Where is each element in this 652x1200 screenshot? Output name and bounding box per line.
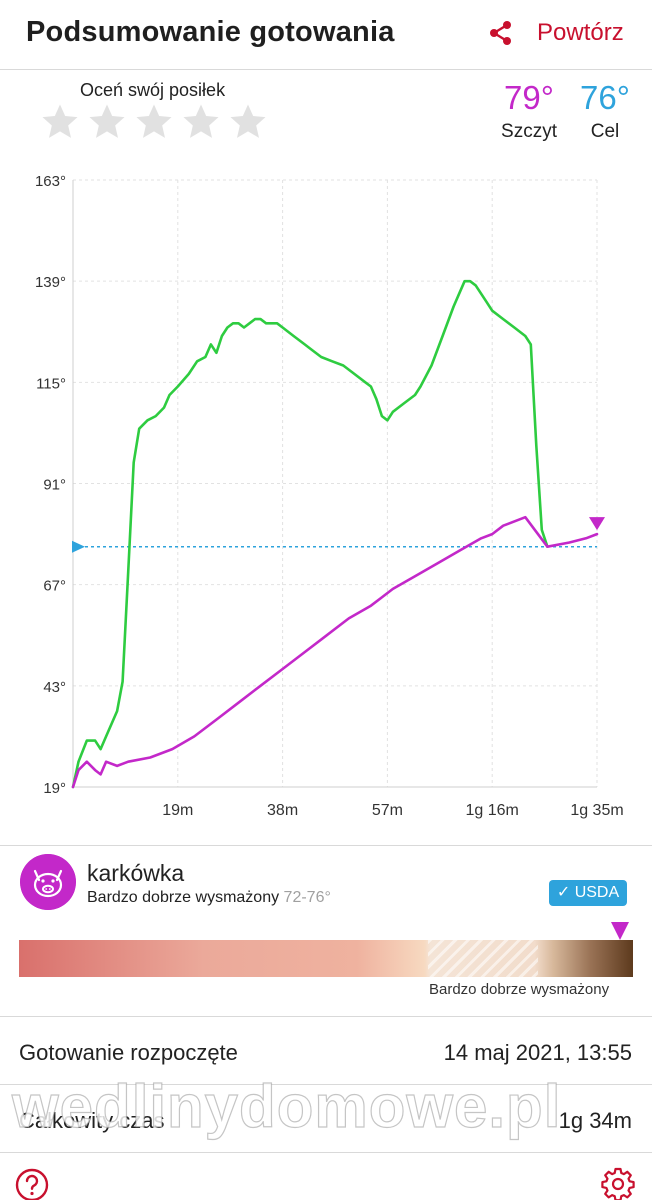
doneness-level: Bardzo dobrze wysmażony 72-76° xyxy=(87,889,331,907)
rating-label: Oceń swój posiłek xyxy=(80,80,226,100)
section-divider xyxy=(0,845,652,846)
peak-temp-value: 79° xyxy=(504,79,554,116)
star-icon-4[interactable] xyxy=(181,102,221,142)
internal-temperature-line xyxy=(71,515,599,789)
started-value: 14 maj 2021, 13:55 xyxy=(443,1040,632,1065)
doneness-bar-caption: Bardzo dobrze wysmażony xyxy=(429,981,610,998)
star-icon-3[interactable] xyxy=(134,102,174,142)
temperature-chart[interactable]: 163° 139° 115° 91° 67° 43° 19° 19m 38m 57m 1g 16m 1… xyxy=(0,160,652,840)
target-temp-block: 76° Cel xyxy=(574,78,636,143)
x-tick-label: 1g 35m xyxy=(570,802,623,819)
section-divider xyxy=(0,1016,652,1017)
target-temp-value: 76° xyxy=(580,79,630,116)
doneness-range: 72-76° xyxy=(283,889,331,906)
x-tick-label: 1g 16m xyxy=(466,802,519,819)
star-icon-1[interactable] xyxy=(40,102,80,142)
x-tick-label: 38m xyxy=(267,802,298,819)
total-time-value: 1g 34m xyxy=(558,1108,632,1133)
target-marker-icon xyxy=(72,540,85,553)
doneness-bar xyxy=(19,940,633,977)
y-tick-label: 67° xyxy=(43,578,66,595)
help-icon[interactable] xyxy=(14,1167,50,1200)
section-divider xyxy=(0,1084,652,1085)
y-tick-label: 115° xyxy=(36,375,66,392)
repeat-button[interactable]: Powtórz xyxy=(537,19,624,46)
ambient-temperature-line xyxy=(71,279,549,789)
peak-temp-label: Szczyt xyxy=(501,121,557,142)
started-label: Gotowanie rozpoczęte xyxy=(19,1040,238,1065)
y-tick-label: 19° xyxy=(43,780,66,797)
total-time-label: Całkowity czas xyxy=(19,1108,165,1133)
gear-icon[interactable] xyxy=(600,1166,636,1200)
peak-temp-block: 79° Szczyt xyxy=(494,78,564,143)
section-divider xyxy=(0,1152,652,1153)
rating-stars xyxy=(40,102,268,142)
x-tick-label: 57m xyxy=(372,802,403,819)
x-tick-label: 19m xyxy=(162,802,193,819)
meat-name: karkówka xyxy=(87,860,185,886)
star-icon-2[interactable] xyxy=(87,102,127,142)
y-tick-label: 43° xyxy=(43,679,66,696)
page-title: Podsumowanie gotowania xyxy=(26,16,395,48)
doneness-bar-hatch xyxy=(428,940,538,977)
y-tick-label: 91° xyxy=(43,477,66,494)
doneness-level-text: Bardzo dobrze wysmażony xyxy=(87,889,280,906)
target-temp-label: Cel xyxy=(590,121,620,142)
usda-badge[interactable]: ✓ USDA xyxy=(549,880,627,906)
share-icon[interactable] xyxy=(487,19,515,47)
watermark: wedlinydomowe.pl xyxy=(11,1072,562,1140)
header-bar: Podsumowanie gotowania Powtórz xyxy=(0,0,652,70)
y-tick-label: 139° xyxy=(35,274,66,291)
doneness-marker-icon xyxy=(611,922,629,940)
y-tick-label: 163° xyxy=(35,173,66,190)
star-icon-5[interactable] xyxy=(228,102,268,142)
pig-icon xyxy=(20,854,76,910)
peak-marker-icon xyxy=(589,517,605,531)
